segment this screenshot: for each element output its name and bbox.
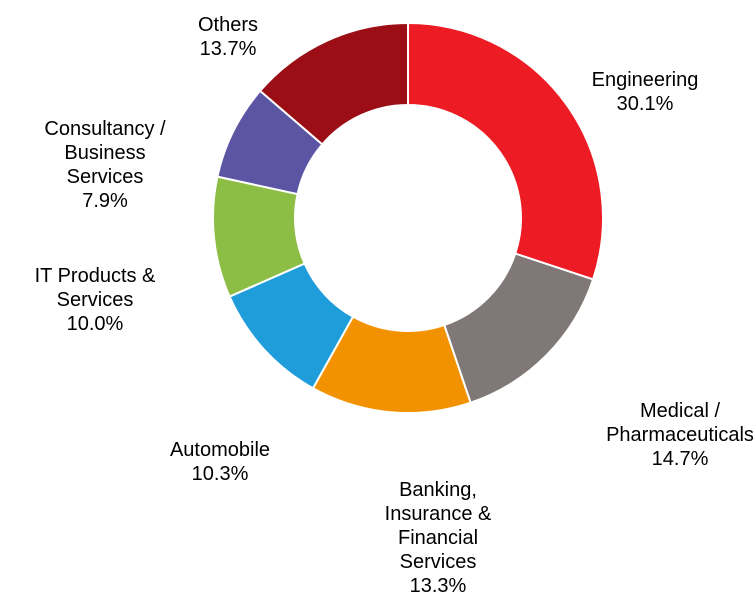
value-label: 10.0% xyxy=(66,313,124,335)
donut-segment xyxy=(258,21,409,146)
segment-label: Medical / Pharmaceuticals 14.7% xyxy=(606,399,754,471)
category-label: Others xyxy=(197,14,259,36)
category-label: Banking, Insurance & Financial Services xyxy=(384,479,492,573)
value-label: 13.7% xyxy=(199,38,257,60)
segment-label: Automobile 10.3% xyxy=(170,438,270,486)
value-label: 7.9% xyxy=(82,190,128,212)
segment-label: Others 13.7% xyxy=(198,13,258,61)
category-label: Consultancy / Business Services xyxy=(44,118,166,188)
value-label: 10.3% xyxy=(191,463,249,485)
segment-label: Consultancy / Business Services 7.9% xyxy=(44,117,165,213)
category-label: Engineering xyxy=(591,69,699,91)
value-label: 14.7% xyxy=(651,448,709,470)
value-label: 13.3% xyxy=(409,575,467,597)
donut-segment xyxy=(442,252,595,404)
segment-label: Engineering 30.1% xyxy=(592,68,699,116)
donut-segment xyxy=(407,21,604,281)
category-label: IT Products & Services xyxy=(34,265,156,311)
segment-label: IT Products & Services 10.0% xyxy=(35,264,156,336)
value-label: 30.1% xyxy=(616,93,674,115)
category-label: Medical / Pharmaceuticals xyxy=(606,400,754,446)
category-label: Automobile xyxy=(169,439,271,461)
segment-label: Banking, Insurance & Financial Services 1… xyxy=(385,478,492,598)
